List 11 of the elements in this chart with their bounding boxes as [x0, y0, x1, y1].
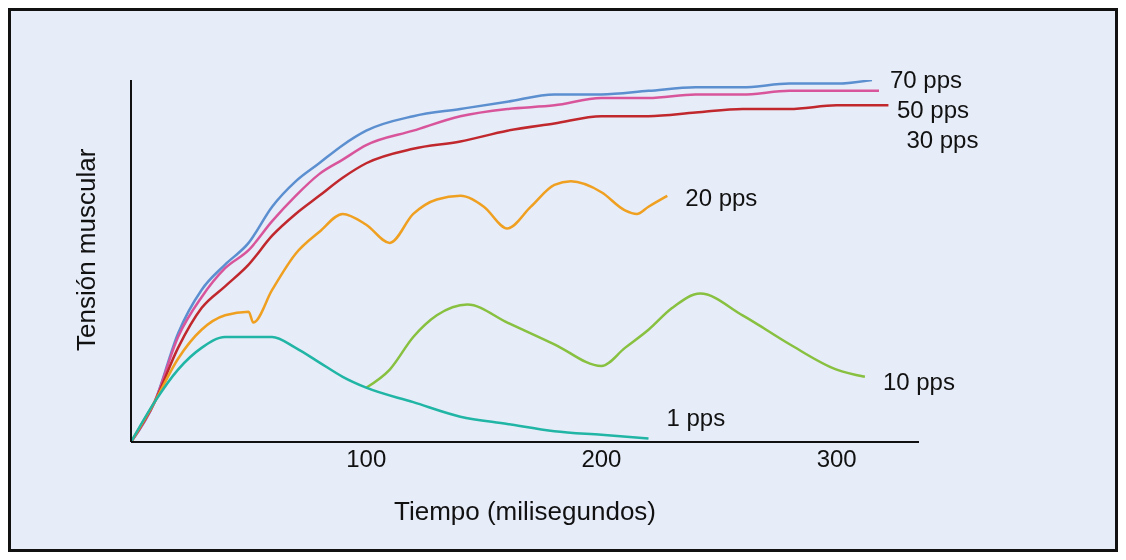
x-axis-title: Tiempo (milisegundos) — [393, 496, 657, 526]
series-label: 10 pps — [882, 367, 955, 395]
x-tick-label: 200 — [581, 445, 622, 473]
series-label: 30 pps — [906, 126, 979, 153]
series-label: 1 pps — [666, 404, 726, 431]
x-tick-label: 100 — [346, 445, 387, 473]
x-tick-label: 300 — [816, 445, 857, 473]
series-label: 70 pps — [889, 66, 963, 93]
y-axis-title: Tensión muscular — [71, 148, 102, 351]
series-label: 20 pps — [685, 183, 758, 211]
series-label: 50 pps — [897, 96, 970, 123]
